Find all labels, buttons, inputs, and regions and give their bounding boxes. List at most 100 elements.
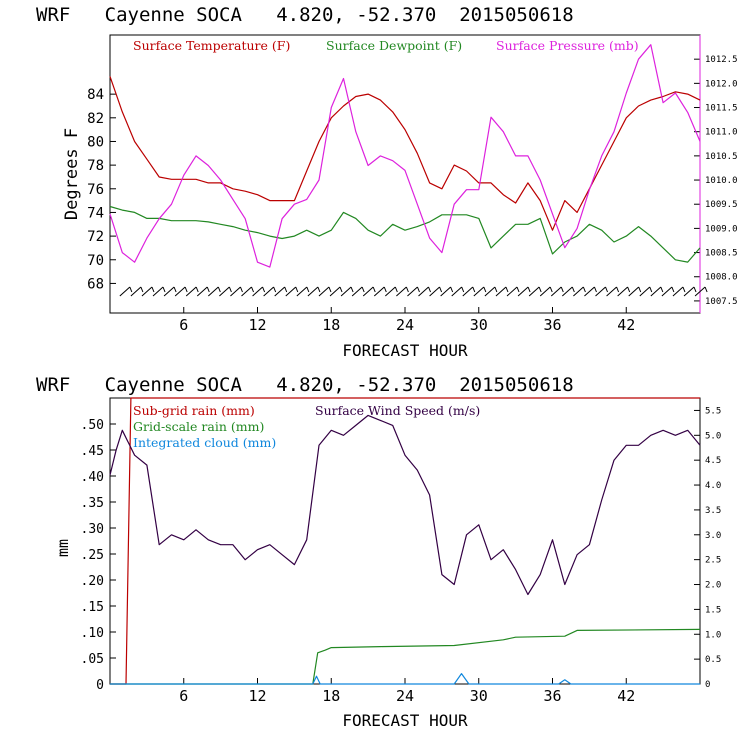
wind-barb xyxy=(318,286,330,297)
wind-barb xyxy=(274,286,286,297)
wind-barb xyxy=(285,286,297,297)
y2-tick-label: 1011.0 xyxy=(705,128,738,138)
wind-barb xyxy=(539,286,551,297)
wind-barb xyxy=(407,286,418,297)
grid-scale-rain-mm-line xyxy=(110,628,701,685)
panel2-left-ticks: 0 .05 .10 .15 .20 .25 .30 .35 .40 .45 .50 xyxy=(81,418,116,693)
wind-barb-flag xyxy=(306,286,310,293)
wind-barb-flag xyxy=(394,286,398,293)
wind-barb xyxy=(595,286,606,297)
wind-barb xyxy=(606,286,617,297)
y-tick-label: 68 xyxy=(87,276,104,292)
y2-tick-label: 1.5 xyxy=(705,605,721,615)
wind-barb-flag xyxy=(416,286,420,293)
precipitation-panel: WRF Cayenne SOCA 4.820, -52.370 20150506… xyxy=(36,374,721,730)
wind-barb-flag xyxy=(571,286,575,293)
wind-barb xyxy=(263,286,274,297)
y2-tick-label: 1008.0 xyxy=(705,273,738,283)
panel1-right-ticks: 1007.5 1008.0 1008.5 1009.0 1009.5 1010.0 1010… xyxy=(694,35,738,313)
wind-barb xyxy=(672,286,684,297)
wind-barb xyxy=(174,286,186,297)
panel1-x-axis-label: FORECAST HOUR xyxy=(342,341,468,360)
wind-barb-flag xyxy=(251,286,254,293)
panel1-left-ticks: 68 70 72 74 76 78 80 82 84 xyxy=(87,87,116,292)
wind-barb-flag xyxy=(151,286,155,293)
y-tick-label: .15 xyxy=(81,600,104,615)
y-tick-label: .35 xyxy=(81,496,104,511)
wind-barb-flag xyxy=(328,286,332,293)
x-tick-label: 18 xyxy=(322,687,340,705)
wind-barb xyxy=(141,286,153,297)
x-tick-label: 12 xyxy=(248,687,266,705)
y2-tick-label: 1007.5 xyxy=(705,297,738,307)
wind-barb-flag xyxy=(527,286,531,293)
wind-barb-flag xyxy=(162,286,166,293)
wind-barb xyxy=(628,286,640,297)
wind-barb-flag xyxy=(317,286,321,293)
y-tick-label: .40 xyxy=(81,470,104,485)
panel1-legend: Surface Temperature (F) Surface Dewpoint… xyxy=(133,38,639,53)
wind-barb xyxy=(462,286,474,297)
wind-barb-flag xyxy=(704,286,708,293)
y-tick-label: 72 xyxy=(87,229,104,245)
wind-barb-flag xyxy=(472,286,476,293)
wind-barb-flag xyxy=(184,286,188,293)
x-tick-label: 6 xyxy=(179,687,188,705)
wind-barb-flag xyxy=(582,286,586,293)
wind-barb-flag xyxy=(605,286,608,293)
wind-barb xyxy=(517,286,529,297)
y2-tick-label: 2.5 xyxy=(705,556,721,566)
y-tick-label: .45 xyxy=(81,444,104,459)
wind-barb xyxy=(329,286,341,297)
wind-barb-flag xyxy=(682,286,686,293)
wind-barb-flag xyxy=(273,286,277,293)
y-tick-label: .50 xyxy=(81,418,104,433)
y2-tick-label: 4.0 xyxy=(705,481,721,491)
y2-tick-label: 1010.0 xyxy=(705,176,738,186)
y-tick-label: .05 xyxy=(81,652,104,667)
x-tick-label: 36 xyxy=(543,316,561,334)
wind-barb-flag xyxy=(405,286,409,293)
y-tick-label: 78 xyxy=(87,158,104,174)
integrated-cloud-mm-line xyxy=(110,673,700,685)
temperature-panel: WRF Cayenne SOCA 4.820, -52.370 20150506… xyxy=(36,4,738,360)
panel2-y-axis-label: mm xyxy=(54,539,72,557)
y-tick-label: .10 xyxy=(81,626,104,641)
legend-grid-scale-rain: Grid-scale rain (mm) xyxy=(133,419,264,434)
panel1-frame xyxy=(109,34,701,314)
wind-barb-flag xyxy=(217,286,221,293)
wind-barb-flag xyxy=(239,286,243,293)
y2-tick-label: 3.0 xyxy=(705,531,721,541)
y2-tick-label: 1008.5 xyxy=(705,249,738,259)
wind-barb xyxy=(219,286,230,297)
panel2-title: WRF Cayenne SOCA 4.820, -52.370 20150506… xyxy=(36,374,574,396)
wind-barb xyxy=(252,286,263,297)
y2-tick-label: 4.5 xyxy=(705,456,721,466)
legend-surface-temperature: Surface Temperature (F) xyxy=(133,38,290,53)
x-tick-label: 12 xyxy=(248,316,266,334)
wind-barb-flag xyxy=(284,286,288,293)
x-tick-label: 18 xyxy=(322,316,340,334)
y-tick-label: .30 xyxy=(81,522,104,537)
wind-barb-flag xyxy=(494,286,498,293)
wind-barb-flag xyxy=(638,286,642,293)
wind-barb xyxy=(296,286,308,297)
wind-barb-flag xyxy=(350,286,354,293)
wind-barb-flag xyxy=(450,286,454,293)
wind-barb xyxy=(130,286,142,297)
y2-tick-label: 3.5 xyxy=(705,506,721,516)
wind-barb-flag xyxy=(593,286,597,293)
wind-barb xyxy=(440,286,451,297)
wind-barb xyxy=(495,286,507,297)
surface-temperature-f-line xyxy=(109,76,701,231)
surface-pressure-mb-line xyxy=(109,44,701,268)
legend-surface-dewpoint: Surface Dewpoint (F) xyxy=(326,38,462,53)
y-tick-label: 70 xyxy=(87,253,104,269)
wind-barb xyxy=(473,286,485,297)
wind-barb xyxy=(307,286,319,297)
panel2-right-ticks: 0 0.5 1.0 1.5 2.0 2.5 3.0 3.5 4.0 4.5 5.0 5.5 xyxy=(694,406,721,690)
wind-barb-flag xyxy=(483,286,487,293)
wind-barb xyxy=(152,286,164,297)
y-tick-label: 82 xyxy=(87,111,104,127)
